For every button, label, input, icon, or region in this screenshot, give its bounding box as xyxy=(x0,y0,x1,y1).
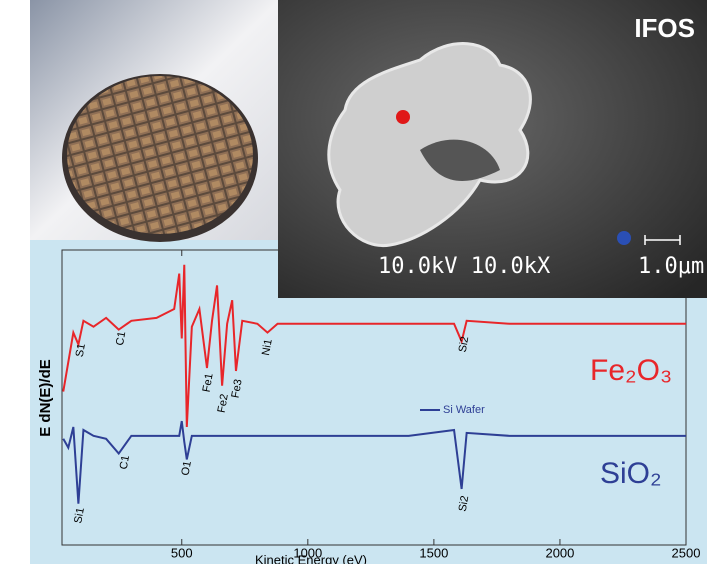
x-tick-label: 500 xyxy=(171,545,193,560)
wafer-photo xyxy=(30,0,280,242)
peak-label: S1 xyxy=(74,343,88,358)
x-tick-label: 2000 xyxy=(545,545,574,560)
sample-label: SiO₂ xyxy=(600,457,662,490)
peak-label: O1 xyxy=(180,460,194,477)
peak-label: C1 xyxy=(118,454,132,470)
x-tick-label: 2500 xyxy=(672,545,701,560)
sem-info: 10.0kV 10.0kX xyxy=(378,254,551,279)
brand: IFOS xyxy=(634,13,695,43)
peak-label: C1 xyxy=(114,331,128,347)
legend-label: Si Wafer xyxy=(443,404,485,416)
red-marker xyxy=(396,110,410,124)
scale-label: 1.0μm xyxy=(638,254,704,279)
x-tick-label: 1000 xyxy=(293,545,322,560)
x-tick-label: 1500 xyxy=(419,545,448,560)
page: Kinetic Energy (eV) E dN(E)/dE Fe₂O₃ SiO… xyxy=(0,0,707,564)
y-axis-label: E dN(E)/dE xyxy=(37,359,54,437)
wafer xyxy=(67,76,253,234)
sample-label: Fe₂O₃ xyxy=(590,354,672,387)
figure: Kinetic Energy (eV) E dN(E)/dE Fe₂O₃ SiO… xyxy=(0,0,707,564)
blue-marker xyxy=(617,231,631,245)
sem-image: IFOS 10.0kV 10.0kX 1.0μm xyxy=(278,0,707,298)
